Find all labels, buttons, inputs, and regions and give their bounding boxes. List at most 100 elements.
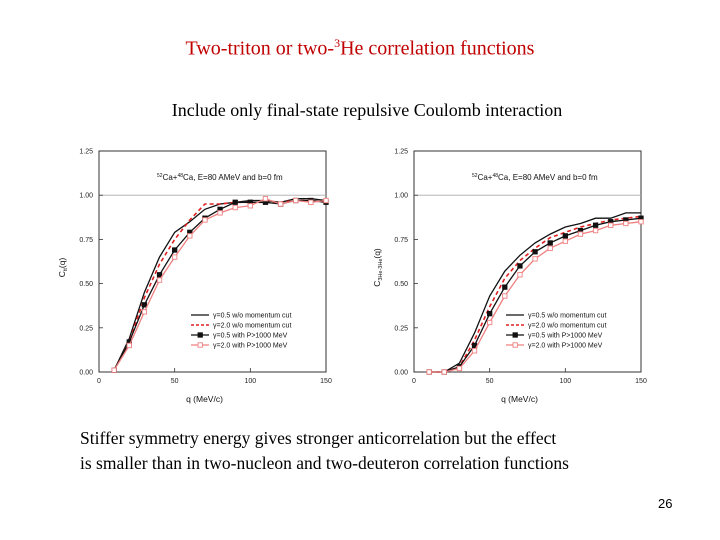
left-ytick-label: 0.25: [79, 325, 93, 332]
chart-helium3-svg: 0.00 0.25 0.50 0.75 1.00 1.25 0 50 100 150 q (MeV/…: [372, 149, 647, 405]
left-chart-title-sup2: 48: [177, 173, 183, 179]
left-series-point-3: [172, 254, 178, 260]
left-legend-marker-2: [197, 332, 203, 338]
right-series-point-3: [456, 365, 463, 372]
left-series-point-3: [217, 210, 223, 216]
left-xtick-label: 150: [320, 378, 332, 385]
right-series-point-3: [562, 238, 568, 244]
left-ytick-label: 0.00: [79, 370, 93, 377]
right-legend-marker-2: [512, 332, 518, 338]
right-ylabel: C3He-3He(q): [372, 248, 384, 287]
right-ytick-label: 0.25: [394, 325, 408, 332]
left-series-point-3: [308, 199, 314, 205]
left-series-point-3: [262, 196, 269, 202]
right-series-point-2: [502, 284, 508, 290]
left-series-point-3: [247, 203, 253, 209]
right-ytick-label: 0.00: [394, 370, 408, 377]
right-legend-label-1: γ=2.0 w/o momentum cut: [528, 323, 606, 330]
right-ytick-label: 0.50: [394, 281, 408, 288]
right-series-point-3: [532, 256, 538, 262]
right-ytick-label: 1.25: [394, 149, 408, 156]
left-series-point-3: [277, 201, 284, 207]
right-chart-title-sup2: 48: [492, 173, 498, 179]
caption-line-1: Stiffer symmetry energy gives stronger a…: [80, 428, 557, 448]
right-series-point-2: [487, 311, 493, 317]
right-series-point-3: [426, 369, 432, 375]
right-series-point-3: [592, 227, 599, 234]
right-series-point-3: [487, 319, 493, 326]
right-series-point-3: [502, 293, 508, 299]
left-series-point-3: [202, 217, 208, 223]
right-series-point-3: [638, 219, 644, 225]
right-ylabel-rest: (q): [372, 248, 382, 259]
right-ylabel-main: C: [372, 281, 382, 287]
slide-title-text: Two-triton or two-: [185, 37, 335, 60]
slide-subtitle: Include only final-state repulsive Coulo…: [171, 100, 563, 120]
left-ytick-label: 1.00: [79, 193, 93, 200]
left-series-point-2: [172, 247, 178, 253]
left-xlabel: q (MeV/c): [186, 394, 223, 404]
right-series-point-3: [471, 348, 478, 354]
right-series-line-0: [429, 212, 641, 373]
right-series-point-3: [441, 369, 447, 375]
right-chart-title: 52Ca+48Ca, E=80 AMeV and b=0 fm: [472, 173, 598, 182]
right-ytick-label: 1.00: [394, 193, 408, 200]
right-chart-title-sup1: 52: [472, 173, 478, 179]
left-series-point-2: [156, 272, 163, 278]
left-plot-frame: [98, 150, 327, 373]
left-series-point-3: [232, 204, 238, 211]
right-ytick-label: 0.75: [394, 237, 408, 244]
left-legend-label-0: γ=0.5 w/o momentum cut: [213, 313, 291, 320]
right-series-point-3: [517, 272, 523, 278]
left-ylabel-rest: (q): [57, 258, 67, 269]
left-series-point-3: [141, 309, 148, 315]
left-xtick-label: 0: [97, 378, 101, 385]
slide-title: Two-triton or two-3He correlation functi…: [0, 36, 720, 61]
right-series-point-2: [532, 249, 538, 255]
right-xlabel: q (MeV/c): [501, 394, 538, 404]
left-ylabel-main: C: [57, 271, 67, 277]
right-legend-label-0: γ=0.5 w/o momentum cut: [528, 313, 606, 320]
right-chart-title-text1: Ca+: [478, 173, 493, 182]
right-series-point-2: [592, 222, 599, 228]
left-chart-title-sup1: 52: [157, 173, 163, 179]
left-ylabel: Ctt(q): [57, 258, 69, 278]
left-ytick-label: 1.25: [79, 149, 93, 156]
left-legend-label-3: γ=2.0 with P>1000 MeV: [213, 343, 288, 350]
slide-title-text-rest: He correlation functions: [340, 37, 535, 60]
right-chart-title-text2: Ca, E=80 AMeV and b=0 fm: [498, 173, 598, 182]
left-xtick-label: 50: [171, 378, 179, 385]
left-series-point-3: [126, 342, 132, 349]
right-series-point-2: [547, 240, 553, 246]
left-ylabel-sub: tt: [63, 268, 69, 272]
left-series-point-3: [187, 233, 193, 239]
left-chart-title-text2: Ca, E=80 AMeV and b=0 fm: [183, 173, 283, 182]
right-xtick-label: 100: [559, 378, 571, 385]
chart-helium3-correlation: 0.00 0.25 0.50 0.75 1.00 1.25 0 50 100 150 q (MeV/…: [355, 140, 655, 410]
left-legend-label-2: γ=0.5 with P>1000 MeV: [213, 333, 288, 340]
page-number: 26: [658, 496, 673, 511]
left-chart-title-text1: Ca+: [163, 173, 178, 182]
caption-line-2: is smaller than in two-nucleon and two-d…: [80, 453, 569, 473]
right-series-point-3: [547, 245, 553, 251]
right-xtick-label: 0: [412, 378, 416, 385]
right-series-point-3: [608, 222, 614, 228]
right-series-point-2: [562, 233, 568, 239]
right-xtick-label: 150: [635, 378, 647, 385]
left-legend-label-1: γ=2.0 w/o momentum cut: [213, 323, 291, 330]
slide-title-superscript: 3: [334, 36, 341, 50]
left-series-point-3: [156, 277, 163, 283]
right-legend-marker-3: [512, 342, 518, 348]
slide-caption: Stiffer symmetry energy gives stronger a…: [80, 426, 569, 476]
left-series-point-2: [232, 199, 238, 205]
left-series-line-1: [113, 199, 327, 371]
right-legend-label-3: γ=2.0 with P>1000 MeV: [528, 343, 603, 350]
left-series-point-3: [111, 367, 117, 373]
left-legend-marker-3: [197, 342, 203, 348]
left-ytick-label: 0.50: [79, 281, 93, 288]
left-chart-title: 52Ca+48Ca, E=80 AMeV and b=0 fm: [157, 173, 283, 182]
left-series-point-3: [323, 197, 329, 204]
left-ytick-label: 0.75: [79, 237, 93, 244]
left-series-point-3: [293, 197, 299, 204]
left-xtick-label: 100: [244, 378, 256, 385]
